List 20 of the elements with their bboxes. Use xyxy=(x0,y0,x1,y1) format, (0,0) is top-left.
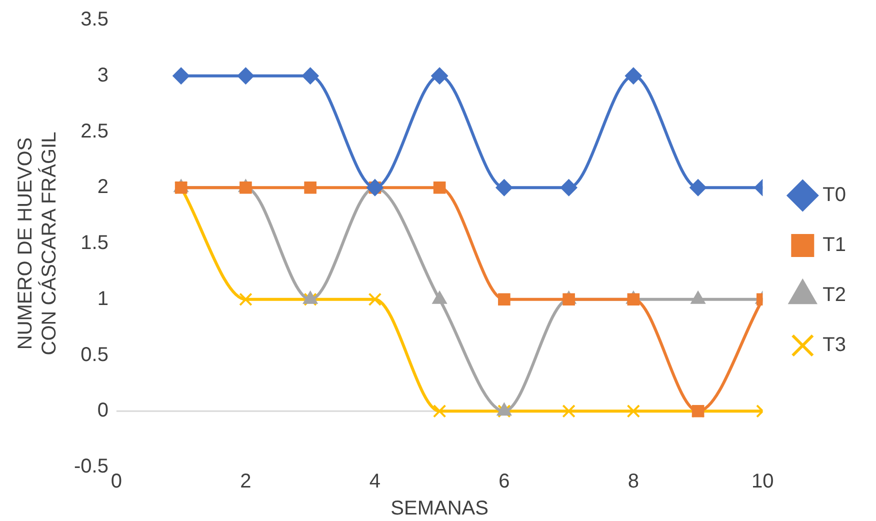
y-tick-label: 0 xyxy=(97,400,108,422)
y-axis-title: NUMERO DE HUEVOS CON CÁSCARA FRÁGIL xyxy=(14,132,61,356)
legend-label: T0 xyxy=(822,184,846,206)
x-tick-label: 6 xyxy=(498,470,510,493)
x-tick-label: 2 xyxy=(240,470,252,493)
legend-label: T1 xyxy=(822,234,846,256)
y-tick-label: 1.5 xyxy=(80,232,108,254)
y-tick-label: 1 xyxy=(97,288,108,310)
y-tick-label: 0.5 xyxy=(80,344,108,366)
x-tick-label: 4 xyxy=(369,470,381,493)
legend-label: T2 xyxy=(822,284,846,306)
legend-label: T3 xyxy=(822,334,846,356)
x-axis-title: SEMANAS xyxy=(390,498,488,520)
y-tick-label: -0.5 xyxy=(74,456,108,478)
x-tick-label: 10 xyxy=(752,470,774,493)
y-tick-label: 3.5 xyxy=(80,8,108,31)
y-tick-label: 2.5 xyxy=(80,120,108,142)
x-tick-label: 8 xyxy=(628,470,639,493)
y-tick-label: 3 xyxy=(97,64,108,86)
y-tick-label: 2 xyxy=(97,176,108,198)
